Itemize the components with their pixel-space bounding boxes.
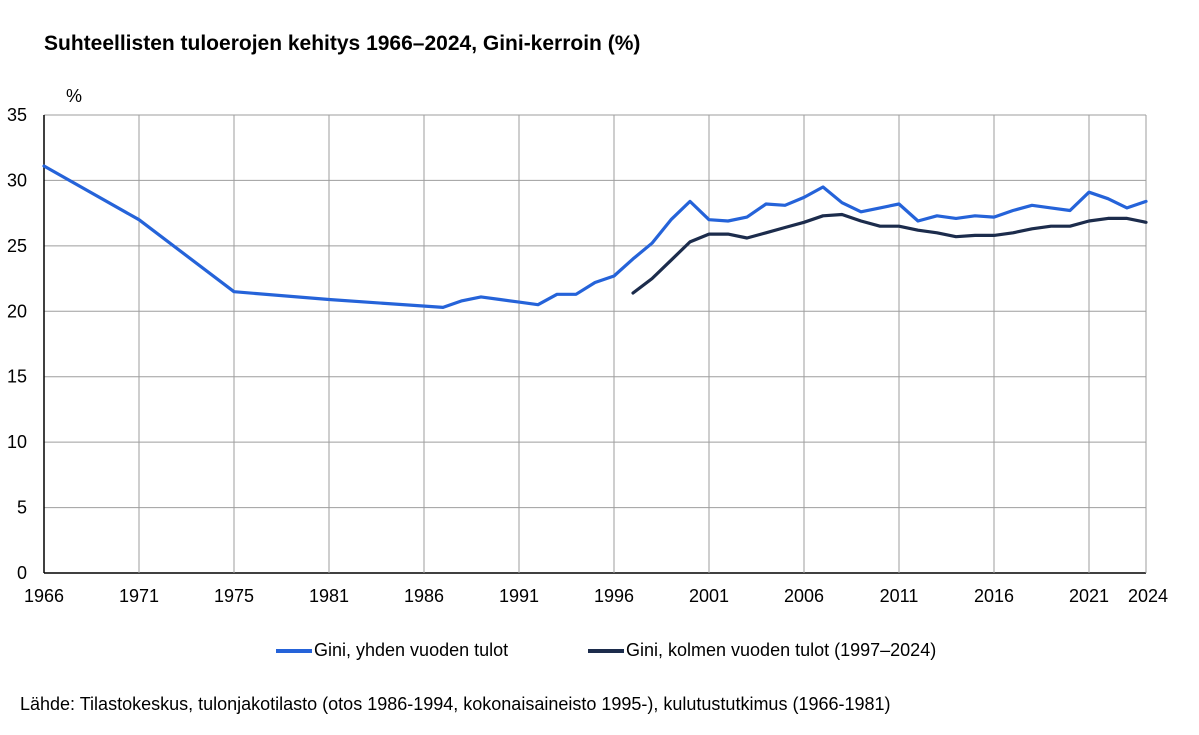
- x-tick-label-1981: 1981: [309, 586, 349, 606]
- x-tick-label-2021: 2021: [1069, 586, 1109, 606]
- y-tick-label-10: 10: [7, 432, 27, 452]
- y-tick-label-15: 15: [7, 367, 27, 387]
- line-chart: 0 5 10 15 20 25 30 35 1966 1971 1975 1981 1986 1991 19…: [7, 105, 1168, 606]
- source-note: Lähde: Tilastokeskus, tulonjakotilasto (…: [20, 694, 891, 714]
- legend-label-series-1: Gini, yhden vuoden tulot: [314, 640, 509, 660]
- x-tick-label-1986: 1986: [404, 586, 444, 606]
- y-tick-label-5: 5: [17, 498, 27, 518]
- x-tick-label-2006: 2006: [784, 586, 824, 606]
- series-line-1: [42, 164, 1148, 309]
- series-line-2: [631, 212, 1148, 295]
- x-tick-label-1976: 1975: [214, 586, 254, 606]
- y-tick-label-25: 25: [7, 236, 27, 256]
- x-tick-label-1996: 1996: [594, 586, 634, 606]
- legend-swatch-series-2: [588, 648, 624, 653]
- y-tick-label-20: 20: [7, 301, 27, 321]
- x-tick-label-2016: 2016: [974, 586, 1014, 606]
- x-tick-label-2024: 2024: [1128, 586, 1168, 606]
- legend-label-series-2: Gini, kolmen vuoden tulot (1997–2024): [626, 640, 937, 660]
- y-tick-label-35: 35: [7, 105, 27, 125]
- y-axis-unit-label: %: [66, 86, 83, 106]
- x-tick-label-1971: 1971: [119, 586, 159, 606]
- x-tick-label-2011: 2011: [880, 586, 919, 606]
- x-tick-label-1991: 1991: [499, 586, 539, 606]
- y-tick-label-0: 0: [17, 563, 27, 583]
- legend-item-series-1: Gini, yhden vuoden tulot: [276, 640, 508, 661]
- legend-item-series-2: Gini, kolmen vuoden tulot (1997–2024): [588, 640, 936, 661]
- chart-title: Suhteellisten tuloerojen kehitys 1966–20…: [44, 32, 641, 55]
- x-tick-label-1966: 1966: [24, 586, 64, 606]
- legend-swatch-series-1: [276, 648, 312, 653]
- x-tick-label-2001: 2001: [689, 586, 729, 606]
- y-tick-label-30: 30: [7, 170, 27, 190]
